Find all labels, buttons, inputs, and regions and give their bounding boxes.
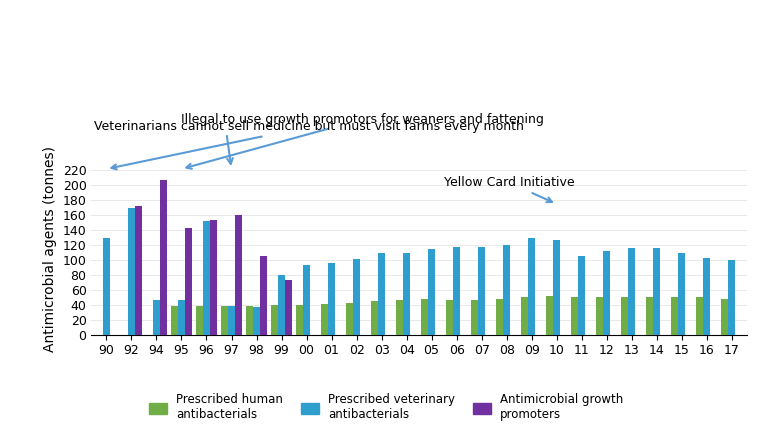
Bar — [246, 306, 253, 335]
Bar — [478, 247, 485, 335]
Bar — [185, 228, 192, 335]
Bar — [646, 296, 653, 335]
Text: Yellow Card Initiative: Yellow Card Initiative — [444, 176, 575, 202]
Bar — [285, 280, 292, 335]
Bar — [171, 306, 178, 335]
Bar — [203, 221, 210, 335]
Text: Illegal to use growth promotors for weaners and fattening: Illegal to use growth promotors for wean… — [181, 113, 544, 169]
Bar — [196, 306, 203, 335]
Bar — [596, 296, 604, 335]
Bar — [260, 256, 267, 335]
Bar — [428, 249, 435, 335]
Bar — [722, 299, 728, 335]
Bar — [328, 263, 335, 335]
Y-axis label: Antimicrobial agents (tonnes): Antimicrobial agents (tonnes) — [43, 146, 57, 352]
Bar — [396, 300, 403, 335]
Bar — [471, 299, 478, 335]
Bar — [628, 248, 636, 335]
Bar — [421, 299, 428, 335]
Bar — [653, 248, 660, 335]
Text: Veterinarians cannot sell medicine but must visit farms every month: Veterinarians cannot sell medicine but m… — [94, 120, 523, 169]
Bar — [553, 240, 560, 335]
Bar — [221, 306, 228, 335]
Bar — [446, 299, 453, 335]
Bar — [578, 256, 585, 335]
Bar — [703, 258, 710, 335]
Bar — [135, 206, 142, 335]
Bar — [621, 296, 628, 335]
Bar — [453, 247, 460, 335]
Bar — [303, 265, 310, 335]
Bar — [378, 253, 385, 335]
Bar — [253, 307, 260, 335]
Bar — [321, 304, 328, 335]
Bar — [103, 238, 110, 335]
Bar — [546, 296, 553, 335]
Bar — [278, 275, 285, 335]
Bar — [296, 305, 303, 335]
Bar — [678, 253, 685, 335]
Bar — [128, 208, 135, 335]
Bar — [353, 259, 360, 335]
Bar — [528, 238, 535, 335]
Bar — [160, 180, 167, 335]
Bar — [604, 251, 610, 335]
Bar — [503, 245, 510, 335]
Bar — [496, 299, 503, 335]
Bar — [178, 300, 185, 335]
Bar — [346, 302, 353, 335]
Bar — [572, 297, 578, 335]
Bar — [696, 296, 703, 335]
Bar — [271, 305, 278, 335]
Legend: Prescribed human
antibacterials, Prescribed veterinary
antibacterials, Antimicro: Prescribed human antibacterials, Prescri… — [145, 389, 628, 426]
Bar — [728, 260, 735, 335]
Bar — [210, 221, 217, 335]
Bar — [235, 215, 242, 335]
Bar — [671, 296, 678, 335]
Bar — [228, 306, 235, 335]
Bar — [521, 297, 528, 335]
Bar — [403, 253, 410, 335]
Bar — [371, 301, 378, 335]
Bar — [153, 300, 160, 335]
